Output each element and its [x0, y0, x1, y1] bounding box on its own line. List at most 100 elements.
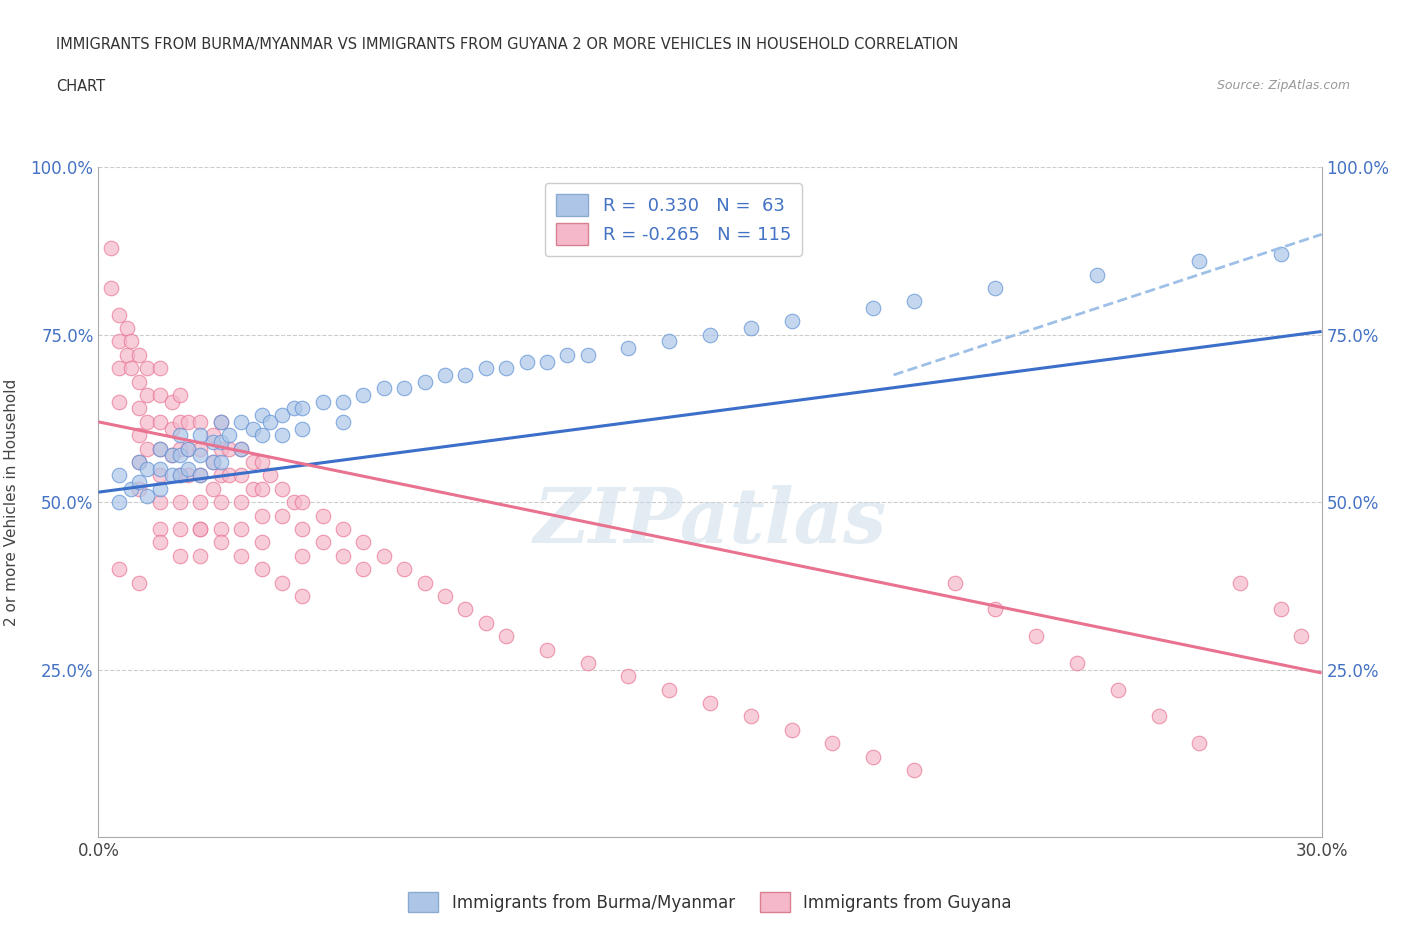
Point [617, 669, 640, 684]
Point [454, 602, 477, 617]
Point [128, 455, 150, 470]
Point [149, 441, 172, 456]
Point [576, 348, 599, 363]
Point [984, 602, 1007, 617]
Point [516, 354, 538, 369]
Point [1270, 247, 1292, 262]
Point [291, 549, 314, 564]
Point [100, 281, 122, 296]
Point [128, 474, 150, 489]
Point [1066, 656, 1088, 671]
Point [149, 522, 172, 537]
Point [128, 455, 150, 470]
Point [270, 508, 294, 523]
Point [188, 428, 212, 443]
Point [160, 468, 183, 483]
Point [177, 441, 200, 456]
Point [108, 468, 131, 483]
Point [283, 495, 305, 510]
Point [576, 656, 599, 671]
Point [1270, 602, 1292, 617]
Point [149, 461, 172, 476]
Point [149, 482, 172, 497]
Point [160, 448, 183, 463]
Point [136, 415, 159, 430]
Point [160, 394, 183, 409]
Point [231, 415, 253, 430]
Point [699, 696, 721, 711]
Point [149, 388, 172, 403]
Point [332, 549, 354, 564]
Point [862, 750, 884, 764]
Point [392, 562, 416, 577]
Point [1147, 709, 1170, 724]
Point [270, 407, 294, 422]
Point [188, 549, 212, 564]
Point [291, 522, 314, 537]
Point [136, 361, 159, 376]
Point [283, 401, 305, 416]
Point [128, 482, 150, 497]
Point [392, 381, 416, 396]
Point [160, 448, 183, 463]
Point [169, 415, 191, 430]
Point [201, 428, 224, 443]
Point [160, 421, 183, 436]
Point [312, 535, 335, 550]
Point [169, 522, 191, 537]
Point [231, 441, 253, 456]
Point [169, 428, 191, 443]
Point [495, 629, 517, 644]
Point [149, 441, 172, 456]
Point [108, 394, 131, 409]
Point [352, 388, 374, 403]
Point [128, 428, 150, 443]
Point [1188, 254, 1211, 269]
Point [209, 434, 232, 449]
Point [250, 428, 273, 443]
Point [250, 482, 273, 497]
Point [177, 441, 200, 456]
Point [242, 482, 264, 497]
Point [474, 361, 498, 376]
Point [259, 468, 281, 483]
Point [1025, 629, 1047, 644]
Point [177, 415, 200, 430]
Point [177, 468, 200, 483]
Point [1291, 629, 1313, 644]
Point [242, 455, 264, 470]
Point [188, 468, 212, 483]
Point [259, 415, 281, 430]
Point [188, 522, 212, 537]
Point [115, 348, 138, 363]
Point [536, 642, 558, 657]
Point [495, 361, 517, 376]
Point [169, 468, 191, 483]
Point [862, 300, 884, 315]
Point [434, 589, 457, 604]
Point [169, 441, 191, 456]
Point [188, 522, 212, 537]
Point [218, 468, 240, 483]
Point [115, 321, 138, 336]
Point [136, 441, 159, 456]
Point [136, 388, 159, 403]
Point [128, 575, 150, 590]
Point [120, 361, 142, 376]
Point [209, 495, 232, 510]
Point [352, 562, 374, 577]
Point [242, 421, 264, 436]
Point [413, 374, 436, 389]
Point [149, 361, 172, 376]
Point [373, 381, 395, 396]
Point [291, 421, 314, 436]
Point [149, 535, 172, 550]
Point [413, 575, 436, 590]
Point [231, 468, 253, 483]
Point [270, 482, 294, 497]
Point [658, 683, 681, 698]
Point [209, 468, 232, 483]
Point [250, 407, 273, 422]
Point [617, 340, 640, 355]
Text: Source: ZipAtlas.com: Source: ZipAtlas.com [1216, 79, 1350, 92]
